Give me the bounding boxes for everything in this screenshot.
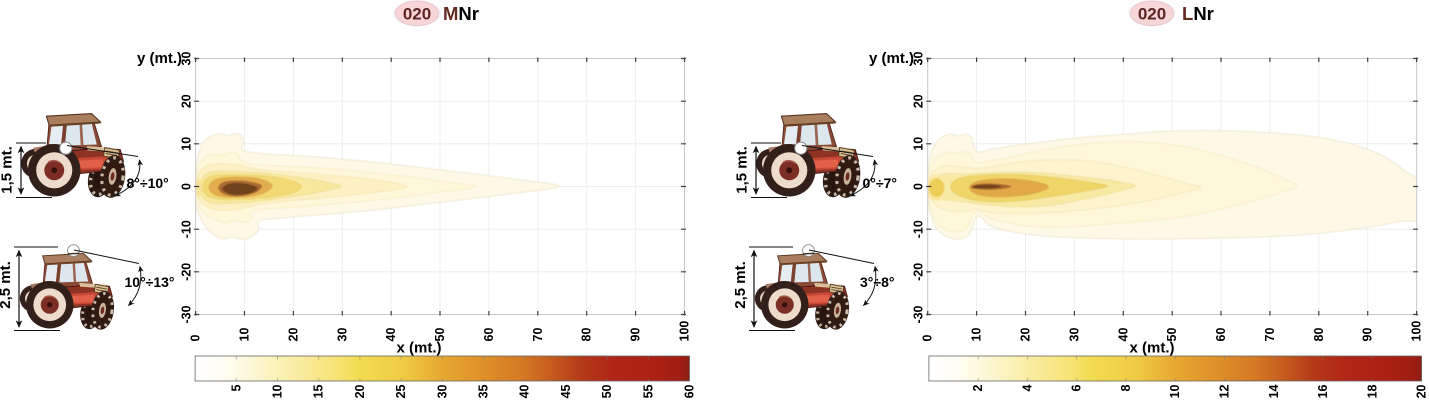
svg-text:0: 0 xyxy=(912,183,926,190)
svg-text:10: 10 xyxy=(912,137,926,151)
svg-text:4: 4 xyxy=(1020,384,1034,391)
svg-text:10: 10 xyxy=(180,137,194,151)
svg-text:100: 100 xyxy=(678,321,692,342)
svg-text:18: 18 xyxy=(1365,384,1379,398)
svg-text:10: 10 xyxy=(1168,384,1182,398)
svg-text:20: 20 xyxy=(1019,328,1033,342)
svg-text:80: 80 xyxy=(1312,328,1326,342)
svg-text:2: 2 xyxy=(971,384,985,391)
svg-text:20: 20 xyxy=(286,328,300,342)
svg-text:60: 60 xyxy=(683,384,697,398)
svg-text:30: 30 xyxy=(335,328,349,342)
svg-text:1,5 mt.: 1,5 mt. xyxy=(734,146,751,194)
svg-text:55: 55 xyxy=(641,384,655,398)
svg-text:y (mt.): y (mt.) xyxy=(137,50,182,67)
svg-text:10°÷13°: 10°÷13° xyxy=(125,274,175,290)
svg-text:-10: -10 xyxy=(912,220,926,238)
svg-text:35: 35 xyxy=(477,384,491,398)
svg-text:14: 14 xyxy=(1267,384,1281,398)
svg-text:0: 0 xyxy=(921,335,935,342)
svg-text:10: 10 xyxy=(238,328,252,342)
svg-text:0°÷7°: 0°÷7° xyxy=(863,175,897,191)
svg-text:40: 40 xyxy=(1116,328,1130,342)
svg-text:-30: -30 xyxy=(180,305,194,323)
svg-text:-20: -20 xyxy=(912,263,926,281)
svg-text:-20: -20 xyxy=(180,263,194,281)
svg-text:16: 16 xyxy=(1316,384,1330,398)
svg-text:2,5 mt.: 2,5 mt. xyxy=(0,261,14,309)
svg-text:0: 0 xyxy=(180,183,194,190)
svg-text:MNr: MNr xyxy=(443,3,479,24)
svg-text:30: 30 xyxy=(435,384,449,398)
svg-text:10: 10 xyxy=(271,384,285,398)
svg-text:y (mt.): y (mt.) xyxy=(869,50,914,67)
svg-text:50: 50 xyxy=(433,328,447,342)
svg-text:90: 90 xyxy=(629,328,643,342)
svg-text:30: 30 xyxy=(1067,328,1081,342)
svg-text:020: 020 xyxy=(403,5,431,24)
svg-text:12: 12 xyxy=(1218,384,1232,398)
svg-text:50: 50 xyxy=(1165,328,1179,342)
svg-text:45: 45 xyxy=(559,384,573,398)
svg-text:80: 80 xyxy=(580,328,594,342)
svg-text:1,5 mt.: 1,5 mt. xyxy=(0,146,16,194)
svg-text:15: 15 xyxy=(312,384,326,398)
svg-text:-10: -10 xyxy=(180,220,194,238)
svg-text:-30: -30 xyxy=(912,305,926,323)
svg-text:30: 30 xyxy=(912,52,926,66)
svg-text:x (mt.): x (mt.) xyxy=(397,340,442,357)
svg-text:2,5 mt.: 2,5 mt. xyxy=(732,261,749,309)
svg-text:8°÷10°: 8°÷10° xyxy=(127,175,169,191)
svg-text:x (mt.): x (mt.) xyxy=(1130,340,1175,357)
svg-text:8: 8 xyxy=(1119,384,1133,391)
svg-text:70: 70 xyxy=(1263,328,1277,342)
svg-text:020: 020 xyxy=(1138,5,1166,24)
svg-text:25: 25 xyxy=(394,384,408,398)
svg-text:10: 10 xyxy=(970,328,984,342)
svg-text:20: 20 xyxy=(912,94,926,108)
svg-text:LNr: LNr xyxy=(1182,3,1214,24)
svg-text:20: 20 xyxy=(180,94,194,108)
svg-text:3°÷8°: 3°÷8° xyxy=(860,274,894,290)
svg-text:90: 90 xyxy=(1361,328,1375,342)
svg-text:40: 40 xyxy=(384,328,398,342)
svg-text:60: 60 xyxy=(1214,328,1228,342)
svg-text:30: 30 xyxy=(180,52,194,66)
svg-text:100: 100 xyxy=(1410,321,1424,342)
svg-text:20: 20 xyxy=(1415,384,1429,398)
svg-text:0: 0 xyxy=(189,335,203,342)
svg-text:70: 70 xyxy=(531,328,545,342)
svg-text:20: 20 xyxy=(353,384,367,398)
svg-text:40: 40 xyxy=(518,384,532,398)
svg-text:60: 60 xyxy=(482,328,496,342)
svg-text:5: 5 xyxy=(229,384,243,391)
svg-text:6: 6 xyxy=(1070,384,1084,391)
svg-text:50: 50 xyxy=(600,384,614,398)
